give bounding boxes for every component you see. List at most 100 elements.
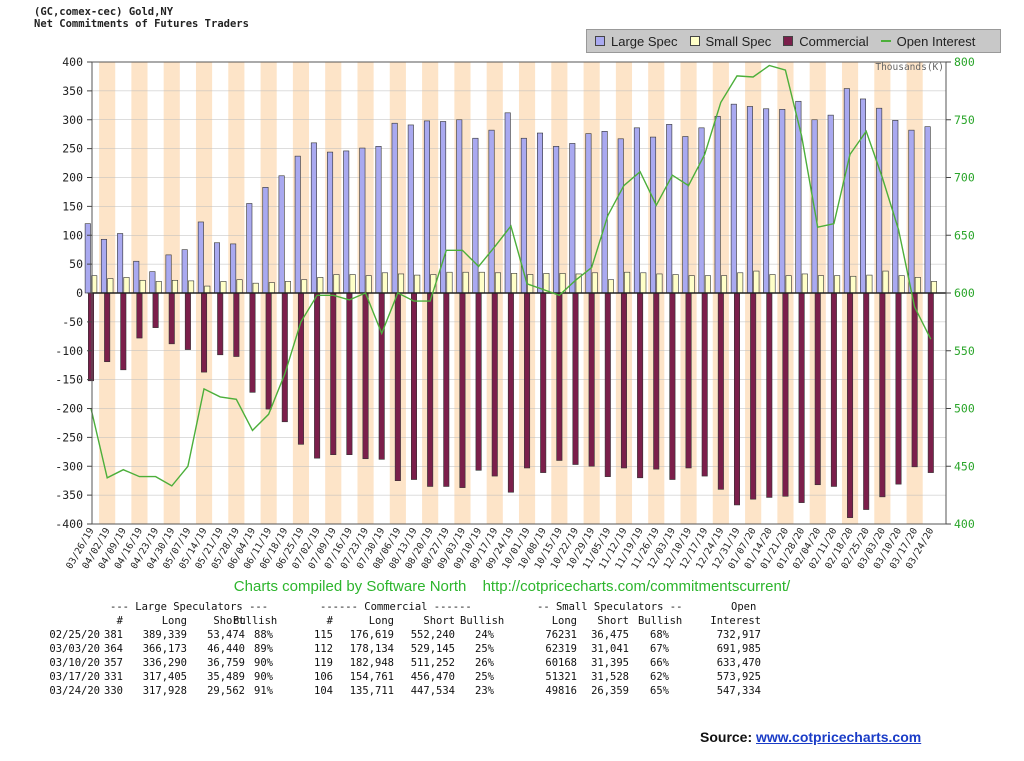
column-header: Long (161, 615, 187, 627)
commercial-bar (249, 292, 256, 393)
commercial-bar (927, 292, 934, 473)
column-header: Bullish (233, 615, 278, 627)
large-spec-bar (181, 249, 188, 294)
table-cell: 23% (475, 685, 494, 697)
commercial-bar (217, 292, 224, 356)
table-cell: 456,470 (410, 671, 455, 683)
table-cell: 357 (104, 657, 123, 669)
y-tick-label-left: -400 (55, 517, 83, 531)
large-spec-bar (423, 120, 430, 294)
small-spec-bar (446, 271, 453, 294)
large-spec-bar (327, 151, 334, 294)
large-spec-bar (779, 109, 786, 294)
large-spec-bar (375, 146, 382, 294)
commercial-bar (297, 292, 304, 445)
commercial-bar (701, 292, 708, 477)
table-cell: 89% (254, 643, 273, 655)
large-spec-bar (698, 127, 705, 294)
commercial-bar (427, 292, 434, 487)
large-spec-bar (617, 138, 624, 294)
small-spec-bar (301, 279, 308, 294)
y-tick-label-left: -300 (55, 459, 83, 473)
small-spec-bar (882, 270, 889, 294)
large-spec-bar (520, 137, 527, 294)
table-cell: 364 (104, 643, 123, 655)
small-spec-bar (414, 274, 421, 294)
y-tick-label-left: -200 (55, 402, 83, 416)
y-tick-label-right: 700 (954, 171, 975, 185)
commercial-bar (717, 292, 724, 490)
table-cell: 26,359 (591, 685, 629, 697)
cot-chart: 400350300250200150100500-50-100-150-200-… (55, 55, 975, 571)
small-spec-bar (640, 272, 647, 294)
large-spec-bar (601, 131, 608, 294)
chart-title: (GC,comex-cec) Gold,NY Net Commitments of… (34, 6, 249, 30)
small-spec-bar (398, 273, 405, 294)
chart-title-line-1: (GC,comex-cec) Gold,NY (34, 6, 174, 18)
commercial-bar (863, 292, 870, 510)
legend-swatch (880, 40, 891, 42)
group-header-open: Open (731, 601, 757, 613)
large-spec-bar (117, 233, 124, 294)
table-cell: 135,711 (349, 685, 394, 697)
small-spec-bar (914, 277, 921, 294)
commercial-bar (572, 292, 579, 465)
table-cell: 104 (314, 685, 333, 697)
large-spec-bar (294, 155, 301, 294)
small-spec-bar (753, 270, 760, 294)
table-cell: 176,619 (349, 629, 394, 641)
large-spec-bar (84, 223, 91, 294)
table-cell: 529,145 (410, 643, 455, 655)
commercial-bar (459, 292, 466, 488)
large-spec-bar (343, 150, 350, 294)
large-spec-bar (569, 143, 576, 294)
large-spec-bar (133, 260, 140, 294)
small-spec-bar (769, 274, 776, 294)
legend-swatch (689, 36, 700, 46)
large-spec-bar (876, 107, 883, 294)
commercial-bar (346, 292, 353, 455)
y-tick-label-left: 100 (62, 228, 83, 242)
table-cell: 36,475 (591, 629, 629, 641)
commercial-bar (588, 292, 595, 467)
large-spec-bar (359, 147, 366, 294)
small-spec-bar (898, 275, 905, 294)
small-spec-bar (511, 273, 518, 294)
commercial-bar (394, 292, 401, 481)
small-spec-bar (737, 272, 744, 294)
large-spec-bar (859, 98, 866, 294)
legend-label: Large Spec (611, 33, 678, 49)
table-cell: 67% (650, 643, 669, 655)
large-spec-bar (278, 175, 285, 294)
small-spec-bar (834, 275, 841, 294)
legend-item-open-interest: Open Interest (880, 34, 975, 49)
small-spec-bar (850, 275, 857, 294)
commercial-bar (685, 292, 692, 469)
commercial-bar (814, 292, 821, 486)
table-cell: 366,173 (142, 643, 187, 655)
y-tick-label-left: 400 (62, 55, 83, 69)
small-spec-bar (930, 281, 937, 294)
open-interest-line (90, 64, 932, 487)
large-spec-bar (746, 106, 753, 294)
table-cell: 317,928 (142, 685, 187, 697)
table-cell: 112 (314, 643, 333, 655)
source-link[interactable]: www.cotpricecharts.com (756, 729, 922, 745)
small-spec-bar (252, 282, 259, 294)
large-spec-bar (230, 243, 237, 294)
commercial-bar (184, 292, 191, 350)
compiled-by-url[interactable]: http://cotpricecharts.com/commitmentscur… (482, 578, 791, 595)
commercial-bar (669, 292, 676, 480)
large-spec-bar (456, 119, 463, 294)
table-cell: 25% (475, 671, 494, 683)
y-tick-label-right: 750 (954, 113, 975, 127)
large-spec-bar (924, 126, 931, 294)
column-header: Interest (710, 615, 761, 627)
y-tick-label-right: 500 (954, 402, 975, 416)
commercial-bar (782, 292, 789, 497)
small-spec-bar (381, 272, 388, 294)
small-spec-bar (365, 275, 372, 294)
table-cell: 36,759 (207, 657, 245, 669)
small-spec-bar (656, 273, 663, 294)
y-tick-label-right: 450 (954, 459, 975, 473)
